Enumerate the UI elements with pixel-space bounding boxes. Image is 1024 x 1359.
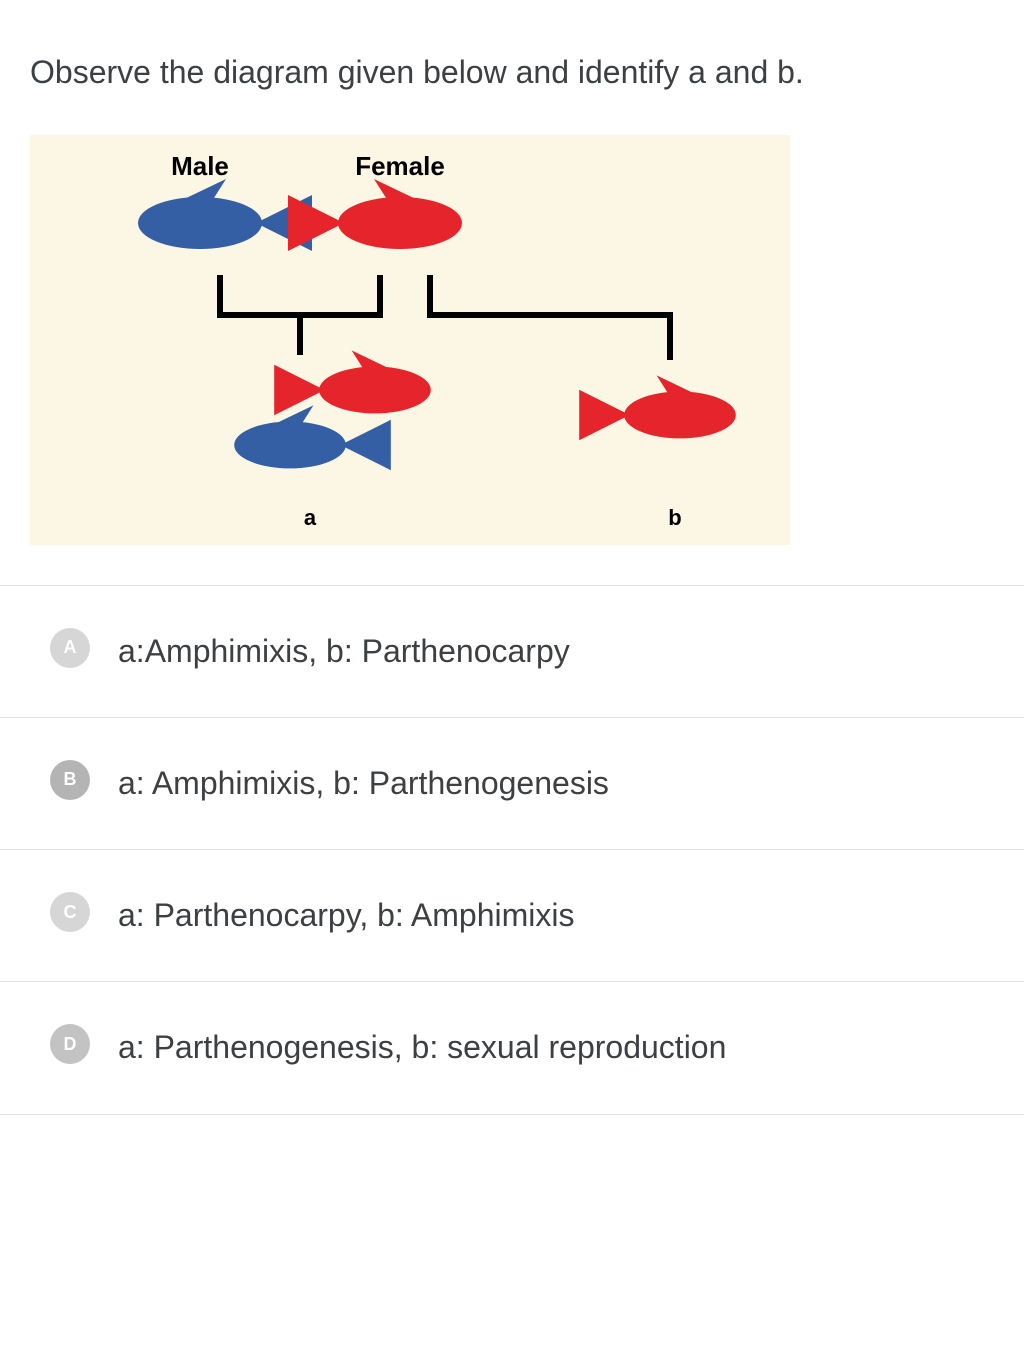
option-d[interactable]: D a: Parthenogenesis, b: sexual reproduc…	[0, 981, 1024, 1114]
option-text-b: a: Amphimixis, b: Parthenogenesis	[118, 758, 609, 809]
option-text-a: a:Amphimixis, b: Parthenocarpy	[118, 626, 570, 677]
svg-text:Female: Female	[355, 151, 445, 181]
svg-text:a: a	[304, 505, 317, 530]
option-b[interactable]: B a: Amphimixis, b: Parthenogenesis	[0, 717, 1024, 849]
svg-text:b: b	[668, 505, 681, 530]
svg-text:Male: Male	[171, 151, 229, 181]
option-badge-b: B	[50, 760, 90, 800]
option-badge-a: A	[50, 628, 90, 668]
option-badge-d: D	[50, 1024, 90, 1064]
option-text-d: a: Parthenogenesis, b: sexual reproducti…	[118, 1022, 726, 1073]
option-text-c: a: Parthenocarpy, b: Amphimixis	[118, 890, 575, 941]
reproduction-diagram: Male Female a b	[30, 135, 790, 545]
option-c[interactable]: C a: Parthenocarpy, b: Amphimixis	[0, 849, 1024, 981]
option-badge-c: C	[50, 892, 90, 932]
options-list: A a:Amphimixis, b: Parthenocarpy B a: Am…	[0, 585, 1024, 1115]
question-text: Observe the diagram given below and iden…	[0, 0, 1024, 125]
option-a[interactable]: A a:Amphimixis, b: Parthenocarpy	[0, 585, 1024, 717]
